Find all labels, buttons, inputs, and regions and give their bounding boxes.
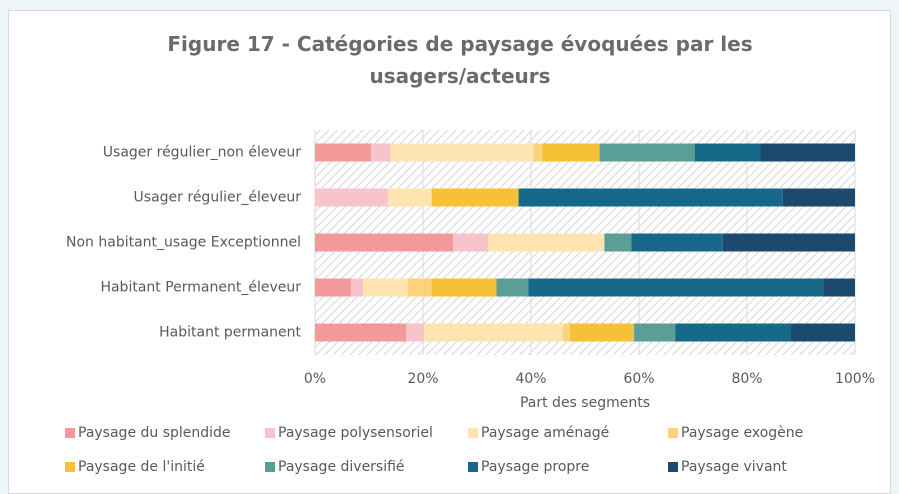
bar-segment [518,188,783,207]
bar-segment [782,188,855,207]
bar-segment [604,233,632,252]
y-tick-label: Habitant Permanent_éleveur [100,280,301,296]
chart-title: Figure 17 - Catégories de paysage évoqué… [167,32,753,88]
bar-segment [315,188,388,207]
legend-swatch [468,428,478,438]
bar-segment [371,143,391,162]
y-tick-label: Non habitant_usage Exceptionnel [66,235,301,251]
bar-segment [488,233,605,252]
legend-label: Paysage du splendide [78,425,231,441]
bar-segment [453,233,489,252]
bar-segment [363,278,408,297]
legend-swatch [468,462,478,472]
legend-label: Paysage propre [481,459,589,475]
bar-segment [315,323,407,342]
bar-segment [634,323,676,342]
bar-segment [562,323,570,342]
bar-segment [760,143,855,162]
legend-swatch [65,428,75,438]
bar-segment [694,143,761,162]
legend-label: Paysage exogène [681,425,803,441]
bar-segment [675,323,791,342]
bar-segment [315,278,352,297]
x-tick-label: 20% [407,371,438,387]
legend-label: Paysage aménagé [481,425,609,441]
x-tick-label: 80% [731,371,762,387]
bar-segment [431,278,497,297]
bar-segment [496,278,529,297]
bar-segment [315,143,372,162]
x-tick-label: 0% [304,371,326,387]
legend-label: Paysage vivant [681,459,787,475]
bar-segment [387,188,432,207]
y-tick-label: Usager régulier_non éleveur [103,145,301,161]
bar-segment [790,323,855,342]
x-tick-label: 60% [623,371,654,387]
x-axis-label: Part des segments [520,395,650,411]
bar-segment [599,143,695,162]
bar-segment [722,233,855,252]
legend-swatch [65,462,75,472]
bar-segment [407,278,432,297]
bar-segment [542,143,600,162]
x-tick-label: 40% [515,371,546,387]
bar-segment [315,233,454,252]
bar-segment [528,278,824,297]
bar-segment [431,188,519,207]
legend-swatch [668,462,678,472]
y-tick-label: Habitant permanent [159,325,301,341]
bar-segment [390,143,534,162]
bar-segment [351,278,364,297]
legend-label: Paysage de l'initié [78,459,205,475]
bar-segment [424,323,563,342]
legend-swatch [265,462,275,472]
bar-segment [631,233,723,252]
legend-swatch [668,428,678,438]
bar-segment [569,323,635,342]
bar-segment [823,278,855,297]
x-tick-label: 100% [835,371,875,387]
legend-label: Paysage polysensoriel [278,425,433,441]
y-tick-label: Usager régulier_éleveur [134,190,302,206]
bar-segment [406,323,425,342]
legend-swatch [265,428,275,438]
bar-segment [533,143,543,162]
legend-label: Paysage diversifié [278,459,405,475]
